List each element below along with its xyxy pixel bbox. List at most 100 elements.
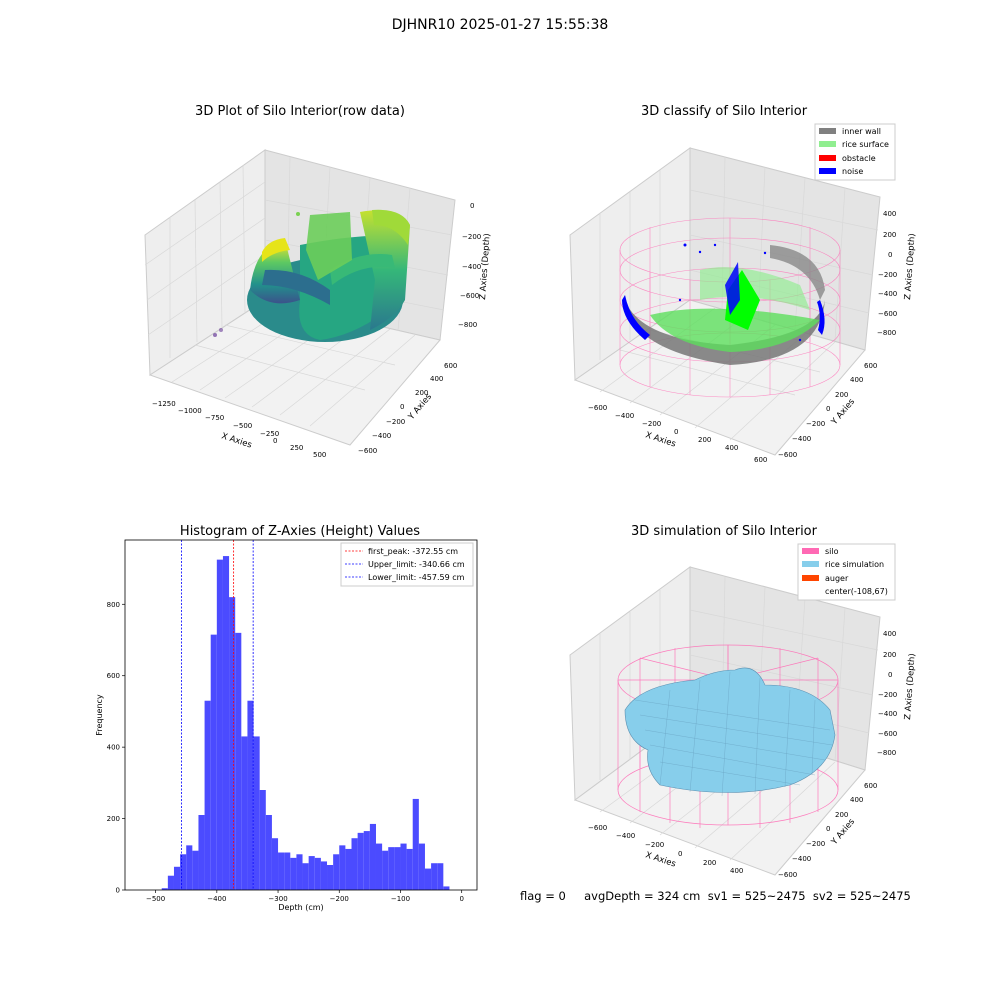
plot2-zlabel: Z Axies (Depth)	[903, 233, 918, 300]
plot1-ytick: −600	[358, 447, 377, 455]
legend-noise: noise	[842, 167, 863, 176]
hist-yticks: 0 200 400 600 800	[107, 601, 125, 895]
plot4-ztick: −600	[878, 730, 897, 738]
plot4-ytick: 400	[850, 796, 863, 804]
plot1-xtick: 500	[313, 451, 326, 459]
plot4-zlabel: Z Axies (Depth)	[903, 653, 918, 720]
plot4-legend: silo rice simulation auger center(-108,6…	[797, 543, 896, 601]
hist-bar	[247, 700, 254, 890]
plot1-ztick: −400	[462, 263, 481, 271]
hist-vlines	[181, 540, 254, 890]
plot2-classify-3d: inner wall rice surface obstacle noise −…	[569, 123, 918, 464]
hist-bar	[357, 832, 364, 890]
plot2-xtick: −200	[642, 420, 661, 428]
plot1-xtick: −1250	[152, 400, 176, 408]
plot4-title: 3D simulation of Silo Interior	[631, 524, 817, 539]
hist-bar	[192, 850, 199, 890]
plot2-xtick: 600	[754, 456, 767, 464]
hist-bar	[204, 700, 211, 890]
hist-xtick-label: −200	[330, 895, 349, 903]
plot2-axes-box	[569, 147, 881, 456]
legend-swatch-rice-surface	[819, 141, 836, 147]
plot2-ytick: 600	[864, 362, 877, 370]
hist-bar	[424, 868, 432, 890]
plot4-ylabel: Y Axies	[829, 817, 857, 848]
hist-bar	[418, 843, 425, 890]
hist-xtick-label: −100	[391, 895, 410, 903]
plot1-xtick: −250	[260, 430, 279, 438]
hist-bar	[198, 815, 205, 890]
hist-bar	[241, 736, 248, 890]
hist-bar	[265, 815, 272, 890]
hist-xtick-label: −500	[146, 895, 165, 903]
hist-bar	[363, 831, 370, 890]
plot2-ztick: −200	[878, 271, 897, 279]
plot1-point-cloud	[213, 209, 410, 342]
plot4-ytick: 200	[835, 811, 848, 819]
legend-swatch-noise	[819, 168, 836, 174]
legend-rice-surface: rice surface	[842, 140, 889, 149]
legend-lower-limit: Lower_limit: -457.59 cm	[368, 573, 465, 582]
legend-swatch-inner-wall	[819, 128, 836, 134]
hist-bar	[284, 852, 291, 890]
plot1-title: 3D Plot of Silo Interior(row data)	[195, 104, 405, 119]
plot2-title: 3D classify of Silo Interior	[640, 104, 808, 119]
plot1-xlabel: X Axies	[220, 431, 253, 450]
legend-swatch-obstacle	[819, 155, 836, 161]
hist-bar	[443, 886, 450, 890]
hist-legend: first_peak: -372.55 cm Upper_limit: -340…	[340, 542, 474, 587]
plot2-ztick: −600	[878, 310, 897, 318]
plot4-xtick: −400	[616, 832, 635, 840]
hist-ylabel: Frequency	[95, 694, 104, 736]
hist-bar	[259, 790, 266, 890]
hist-bar	[167, 875, 174, 890]
plot2-ztick: 0	[888, 251, 892, 259]
plot1-ytick: 200	[415, 389, 428, 397]
legend-center: center(-108,67)	[825, 587, 888, 596]
hist-bar	[180, 854, 187, 890]
plot2-ztick: −800	[877, 329, 896, 337]
plot2-ytick: −200	[806, 420, 825, 428]
plot4-ztick: −200	[878, 691, 897, 699]
plot2-xtick: −400	[615, 412, 634, 420]
hist-bar	[253, 736, 260, 890]
hist-bar	[302, 863, 309, 890]
plot2-xtick: 0	[674, 428, 678, 436]
hist-bar	[216, 559, 223, 890]
legend-inner-wall: inner wall	[842, 127, 881, 136]
hist-bar	[222, 556, 230, 890]
figure-title: DJHNR10 2025-01-27 15:55:38	[391, 17, 609, 33]
plot4-ztick: −800	[877, 749, 896, 757]
hist-bar	[327, 865, 334, 890]
hist-bar	[382, 850, 389, 890]
hist-ytick-label: 600	[107, 672, 120, 680]
hist-ytick-label: 0	[116, 887, 120, 895]
hist-bar	[351, 838, 358, 890]
plot4-ytick: −600	[778, 871, 797, 879]
plot2-xtick: 400	[725, 444, 738, 452]
hist-title: Histogram of Z-Axies (Height) Values	[179, 524, 421, 539]
plot4-rice-surface	[624, 667, 836, 797]
plot2-ztick: −400	[878, 290, 897, 298]
plot4-ztick: −400	[878, 710, 897, 718]
hist-bar	[431, 863, 438, 890]
hist-bar	[412, 798, 419, 890]
plot4-xtick: 200	[703, 859, 716, 867]
plot4-simulation-3d: silo rice simulation auger center(-108,6…	[569, 543, 918, 879]
hist-bar	[369, 823, 376, 890]
plot2-ytick: −400	[792, 435, 811, 443]
plot2-ytick: 200	[835, 391, 848, 399]
hist-bar	[406, 848, 413, 890]
hist-bar	[333, 854, 340, 890]
hist-xtick-label: −300	[268, 895, 287, 903]
plot2-ztick: 400	[883, 210, 896, 218]
hist-bar	[320, 861, 328, 890]
plot4-ytick: −200	[806, 840, 825, 848]
plot2-xtick: −600	[588, 404, 607, 412]
plot1-ytick: 0	[400, 403, 404, 411]
plot1-ytick: −400	[372, 432, 391, 440]
plot4-ytick: 0	[826, 825, 830, 833]
hist-bar	[308, 856, 315, 890]
hist-xlabel: Depth (cm)	[278, 903, 323, 912]
hist-bar	[210, 634, 217, 890]
